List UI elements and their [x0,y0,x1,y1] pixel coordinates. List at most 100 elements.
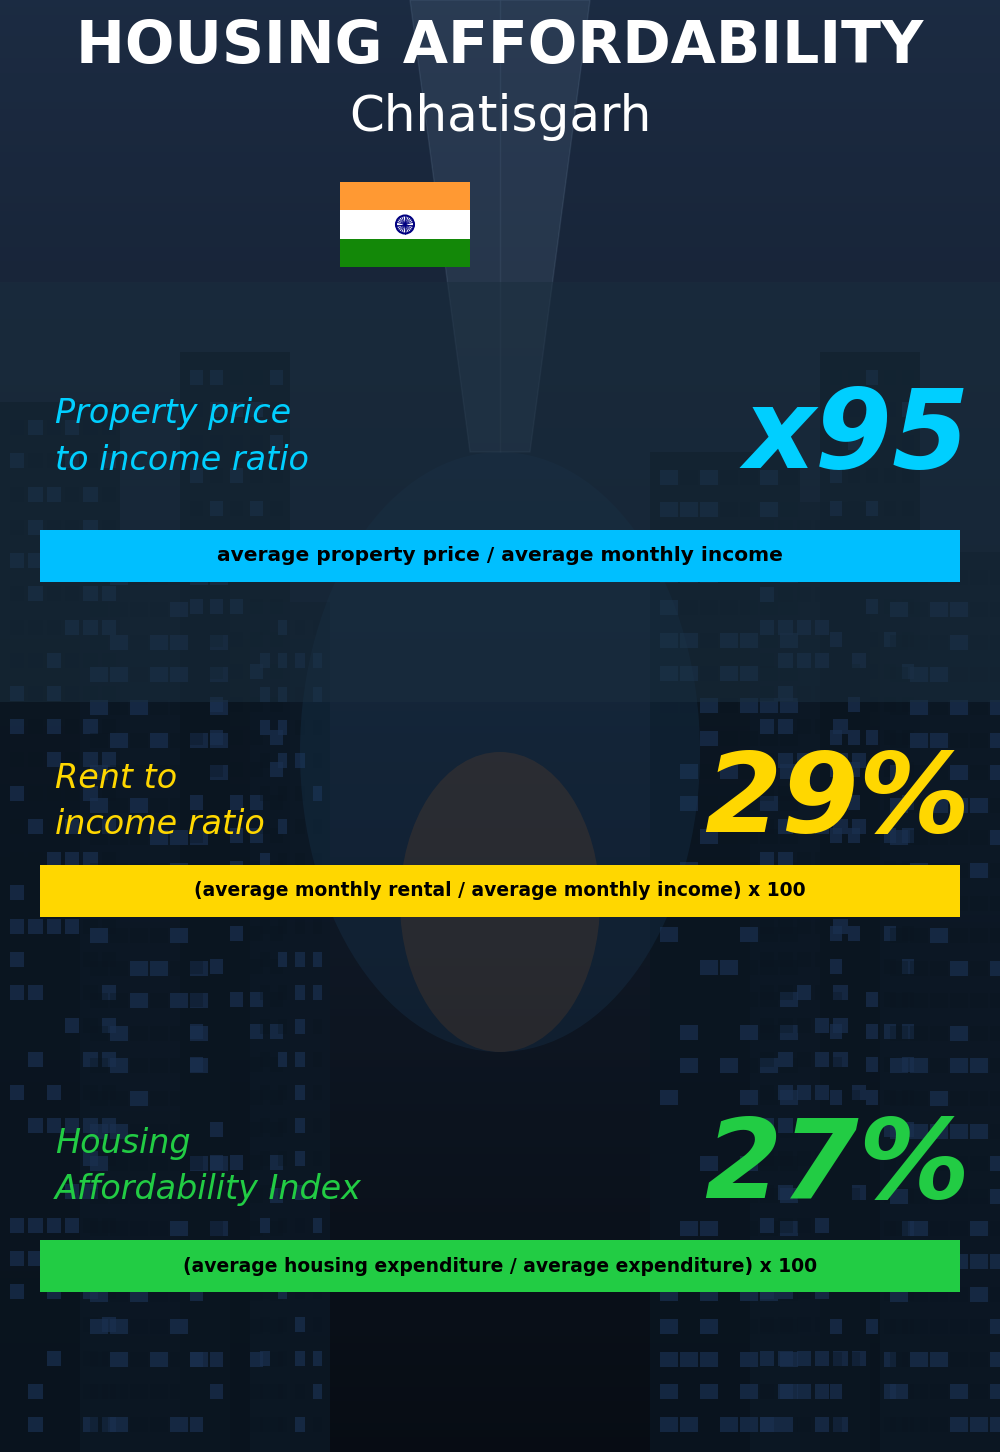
Bar [250,762,263,777]
Bar [190,1255,208,1269]
Bar [295,986,305,1000]
Bar [990,1417,1000,1432]
Bar [830,796,842,810]
Bar [866,533,878,549]
Bar [700,534,718,550]
Bar [250,1057,263,1072]
Bar [250,566,263,581]
Bar [720,829,738,844]
Bar [278,819,287,835]
Bar [866,1122,878,1137]
Bar [680,796,698,812]
Bar [102,819,116,833]
Bar [230,402,243,418]
Bar [312,1384,322,1398]
Bar [102,1317,116,1333]
Bar [102,1218,116,1233]
Bar [230,861,243,876]
Bar [950,1286,968,1301]
Bar [833,1252,848,1266]
Bar [760,1057,778,1073]
Bar [830,958,842,974]
Bar [260,1218,270,1233]
Bar [815,1118,829,1133]
Bar [884,598,896,614]
Bar [47,719,61,735]
Bar [884,1286,896,1301]
Bar [150,1255,168,1269]
Bar [848,402,860,418]
Bar [680,1253,698,1269]
Bar [884,697,896,711]
Bar [190,1090,203,1105]
Bar [720,992,738,1008]
Bar [902,730,914,745]
Bar [778,986,793,1000]
Bar [65,819,79,833]
Bar [278,1218,287,1233]
Bar [110,928,128,944]
Bar [170,1286,188,1301]
Bar [797,953,811,967]
Bar [260,819,270,835]
Bar [10,520,24,534]
Bar [190,501,203,515]
Bar [970,896,988,910]
Bar [278,1151,287,1166]
Bar [760,1384,778,1400]
Bar [930,1090,948,1106]
Bar [170,1027,188,1041]
Bar [830,566,842,581]
Bar [902,1221,914,1236]
Bar [902,566,914,581]
Bar [848,501,860,515]
Bar [833,752,848,768]
Bar [90,928,108,944]
Bar [950,1320,968,1334]
Bar [130,1320,148,1334]
Bar [902,1122,914,1137]
Bar [700,1384,718,1400]
Bar [65,953,79,967]
Bar [312,1350,322,1365]
Bar [150,1320,168,1334]
Bar [150,961,168,976]
Bar [797,1151,811,1166]
Bar [270,370,283,385]
Bar [170,1417,188,1432]
Bar [150,733,168,748]
Bar [866,1024,878,1040]
Bar [90,1027,108,1041]
Bar [950,993,968,1008]
Bar [910,765,928,780]
Bar [210,1286,228,1301]
Bar [830,664,842,680]
Bar [852,1417,866,1432]
Bar [230,730,243,745]
Bar [110,1221,128,1237]
Bar [250,1024,263,1040]
Bar [884,1318,896,1334]
Bar [720,1318,738,1334]
Bar [47,520,61,534]
Bar [778,1085,793,1099]
Bar [190,1320,208,1334]
Bar [700,861,718,877]
Bar [680,1156,698,1170]
Bar [312,687,322,701]
Bar [780,665,798,681]
Bar [312,1185,322,1199]
Bar [760,1218,774,1233]
Bar [312,754,322,768]
Bar [47,553,61,568]
Bar [90,862,108,878]
Bar [930,961,948,976]
Bar [830,1122,842,1137]
Bar [660,1025,678,1040]
Bar [295,919,305,934]
Bar [295,1284,305,1300]
Bar [28,1151,43,1166]
Bar [110,961,128,976]
Bar [778,720,793,735]
Bar [270,828,283,844]
